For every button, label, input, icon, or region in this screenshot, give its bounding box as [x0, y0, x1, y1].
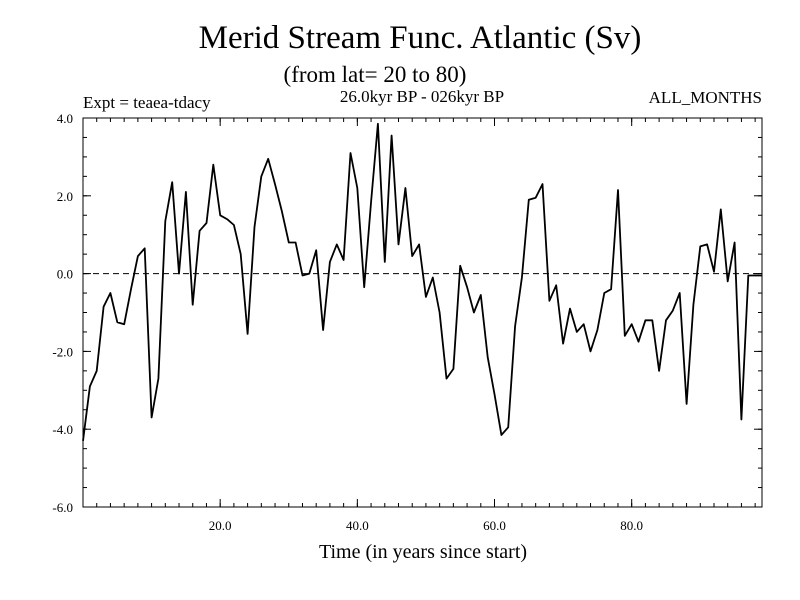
y-tick-label: -2.0 [52, 344, 73, 359]
x-axis-label: Time (in years since start) [319, 541, 527, 563]
x-tick-label: 60.0 [483, 518, 506, 533]
expt-label: Expt = teaea-tdacy [83, 93, 211, 112]
chart-title: Merid Stream Func. Atlantic (Sv) [199, 20, 642, 56]
period-label: 26.0kyr BP - 026kyr BP [340, 87, 504, 106]
y-tick-label: 0.0 [57, 267, 73, 282]
y-tick-label: 2.0 [57, 189, 73, 204]
plot-area: -6.0 -4.0 -2.0 0.0 2.0 4.0 20.0 40.0 60.0 80.0 [52, 111, 763, 533]
x-tick-label: 20.0 [209, 518, 232, 533]
x-tick-label: 40.0 [346, 518, 369, 533]
plot-frame [82, 117, 763, 508]
chart-subtitle: (from lat= 20 to 80) [284, 62, 467, 87]
series-line [82, 122, 762, 442]
months-label: ALL_MONTHS [649, 88, 762, 107]
y-tick-label: -6.0 [52, 500, 73, 515]
y-tick-label: 4.0 [57, 111, 73, 126]
y-tick-label: -4.0 [52, 422, 73, 437]
x-tick-label: 80.0 [620, 518, 643, 533]
